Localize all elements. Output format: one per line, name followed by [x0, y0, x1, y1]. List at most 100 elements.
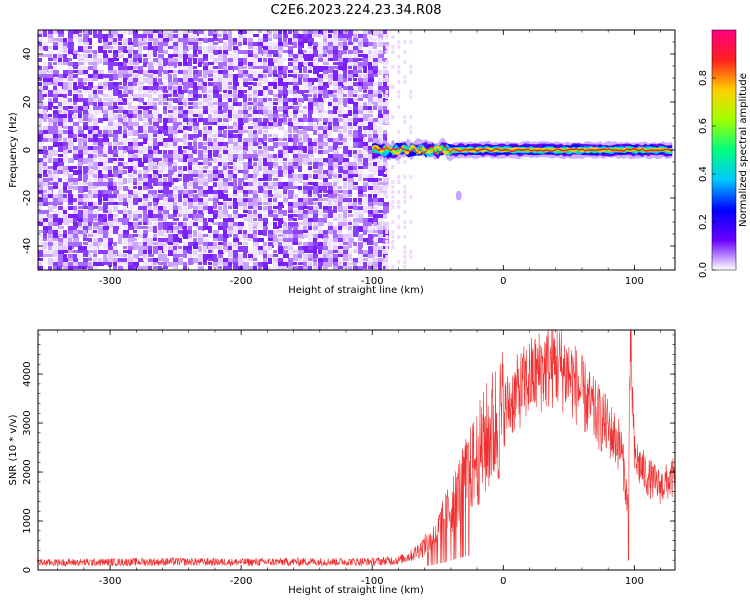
heatmap-cell [338, 258, 344, 262]
heatmap-cell [328, 114, 333, 121]
heatmap-cell [318, 198, 323, 201]
heatmap-cell [98, 202, 102, 205]
heatmap-cell [143, 246, 149, 251]
heatmap-cell [258, 214, 262, 218]
heatmap-cell [343, 202, 349, 205]
heatmap-cell [278, 42, 284, 46]
heatmap-cell [123, 46, 127, 51]
heatmap-cell [343, 142, 349, 146]
heatmap-cell [198, 42, 202, 45]
heatmap-cell [203, 222, 208, 227]
heatmap-cell [323, 162, 327, 166]
colorbar-label: Normalized spectral amplitude [738, 73, 749, 227]
heatmap-cell [163, 74, 168, 80]
heatmap-cell [198, 190, 204, 196]
heatmap-cell [68, 218, 74, 223]
heatmap-cell [48, 82, 52, 85]
heatmap-cell [243, 150, 247, 156]
heatmap-cell [278, 50, 284, 53]
heatmap-cell [73, 54, 77, 59]
heatmap-cell [293, 198, 299, 202]
heatmap-cell [273, 166, 279, 169]
heatmap-cell [83, 146, 88, 151]
heatmap-cell [358, 242, 363, 248]
heatmap-cell [397, 225, 401, 229]
heatmap-cell [368, 230, 374, 233]
heatmap-cell [88, 174, 92, 177]
heatmap-cell [193, 70, 198, 74]
heatmap-cell [198, 30, 204, 34]
heatmap-cell [368, 86, 373, 92]
heatmap-cell [358, 202, 362, 205]
heatmap-cell [383, 46, 387, 53]
heatmap-cell [188, 234, 192, 241]
heatmap-cell [368, 198, 373, 202]
heatmap-cell [148, 46, 154, 51]
heatmap-cell [108, 206, 112, 212]
heatmap-cell [218, 210, 224, 217]
heatmap-cell [103, 162, 107, 167]
heatmap-cell [43, 250, 48, 253]
heatmap-cell [318, 134, 323, 140]
heatmap-cell [118, 62, 123, 68]
heatmap-cell [308, 138, 312, 142]
heatmap-cell [193, 94, 198, 101]
heatmap-cell [273, 154, 277, 158]
heatmap-cell [273, 78, 277, 83]
heatmap-cell [38, 190, 43, 197]
heatmap-cell [268, 170, 274, 176]
heatmap-cell [113, 166, 118, 171]
heatmap-cell [238, 170, 243, 173]
heatmap-cell [88, 178, 92, 182]
heatmap-cell [163, 94, 168, 101]
heatmap-cell [298, 242, 302, 245]
heatmap-cell [178, 158, 184, 162]
heatmap-cell [43, 162, 47, 167]
heatmap-cell [318, 130, 324, 134]
heatmap-cell [273, 198, 277, 203]
heatmap-cell [153, 86, 159, 91]
heatmap-cell [397, 45, 401, 49]
heatmap-cell [348, 38, 352, 42]
heatmap-cell [113, 122, 119, 127]
heatmap-cell [143, 30, 148, 36]
heatmap-cell [363, 158, 368, 162]
heatmap-cell [48, 202, 54, 205]
heatmap-cell [208, 250, 212, 253]
y-tick-label: -40 [22, 238, 33, 254]
heatmap-cell [228, 30, 232, 34]
heatmap-cell [208, 86, 213, 90]
heatmap-cell [53, 162, 59, 167]
heatmap-cell [308, 226, 312, 230]
heatmap-cell [323, 206, 328, 210]
heatmap-cell [243, 186, 249, 189]
heatmap-cell [68, 178, 73, 183]
heatmap-cell [213, 182, 217, 187]
heatmap-cell [183, 82, 189, 89]
heatmap-cell [303, 242, 309, 246]
heatmap-cell [283, 174, 288, 177]
heatmap-cell [73, 34, 79, 39]
heatmap-cell [153, 262, 157, 265]
heatmap-cell [128, 254, 132, 259]
heatmap-cell [343, 226, 348, 230]
heatmap-cell [63, 146, 67, 153]
heatmap-cell [233, 46, 239, 52]
heatmap-cell [108, 142, 112, 147]
heatmap-cell [233, 186, 239, 190]
heatmap-cell [293, 254, 298, 261]
heatmap-cell [223, 126, 227, 129]
heatmap-cell [48, 30, 54, 34]
heatmap-cell [318, 150, 324, 154]
heatmap-cell [83, 150, 89, 155]
heatmap-cell [333, 226, 337, 233]
heatmap-cell [158, 34, 163, 39]
heatmap-cell [118, 162, 124, 168]
heatmap-cell [378, 58, 382, 63]
heatmap-cell [348, 250, 352, 254]
heatmap-cell [198, 218, 203, 222]
heatmap-cell [403, 50, 407, 54]
heatmap-cell [243, 94, 247, 101]
heatmap-cell [213, 90, 219, 97]
heatmap-cell [93, 62, 97, 69]
